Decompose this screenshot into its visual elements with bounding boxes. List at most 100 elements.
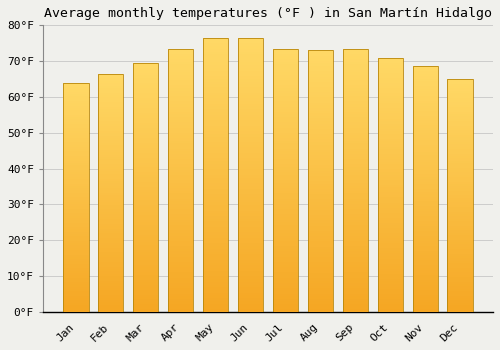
Bar (273, 175, 298, 177)
Bar (98, 157, 124, 160)
Bar (342, 99, 368, 101)
Bar (448, 202, 472, 205)
Bar (378, 57, 403, 60)
Bar (412, 297, 438, 300)
Bar (273, 80, 298, 83)
Bar (412, 91, 438, 93)
Bar (412, 189, 438, 192)
Bar (134, 138, 158, 140)
Bar (308, 53, 333, 56)
Bar (203, 186, 228, 189)
Bar (308, 278, 333, 281)
Bar (378, 136, 403, 139)
Bar (134, 300, 158, 302)
Bar (238, 194, 263, 197)
Bar (98, 133, 124, 135)
Bar (412, 229, 438, 231)
Bar (168, 201, 194, 204)
Bar (203, 189, 228, 191)
Bar (378, 225, 403, 228)
Bar (238, 290, 263, 293)
Bar (238, 79, 263, 82)
Bar (98, 74, 124, 76)
Bar (134, 182, 158, 185)
Bar (308, 100, 333, 103)
Bar (342, 51, 368, 54)
Bar (308, 223, 333, 226)
Bar (378, 200, 403, 203)
Bar (168, 93, 194, 96)
Bar (412, 204, 438, 206)
Bar (98, 167, 124, 169)
Bar (203, 63, 228, 65)
Bar (238, 260, 263, 262)
Bar (378, 215, 403, 218)
Bar (98, 193, 124, 195)
Bar (168, 191, 194, 194)
Bar (134, 78, 158, 80)
Bar (168, 78, 194, 80)
Bar (238, 254, 263, 257)
Bar (378, 274, 403, 276)
Bar (168, 307, 194, 309)
Bar (64, 259, 88, 261)
Bar (308, 207, 333, 210)
Bar (273, 291, 298, 294)
Bar (168, 51, 194, 54)
Bar (64, 216, 88, 218)
Bar (342, 267, 368, 270)
Bar (134, 173, 158, 175)
Bar (203, 279, 228, 282)
Bar (448, 244, 472, 247)
Bar (64, 106, 88, 108)
Bar (273, 294, 298, 296)
Bar (378, 139, 403, 141)
Bar (448, 84, 472, 86)
Bar (273, 299, 298, 301)
Bar (238, 109, 263, 112)
Bar (168, 183, 194, 186)
Bar (64, 126, 88, 128)
Bar (134, 200, 158, 202)
Bar (308, 137, 333, 139)
Bar (448, 235, 472, 237)
Bar (342, 262, 368, 265)
Bar (273, 220, 298, 222)
Bar (412, 89, 438, 91)
Bar (308, 212, 333, 215)
Bar (238, 169, 263, 172)
Bar (308, 163, 333, 166)
Bar (203, 191, 228, 194)
Bar (412, 221, 438, 224)
Bar (412, 241, 438, 243)
Bar (448, 214, 472, 216)
Bar (64, 147, 88, 149)
Bar (412, 226, 438, 229)
Bar (342, 307, 368, 309)
Bar (168, 212, 194, 215)
Bar (412, 96, 438, 98)
Bar (134, 142, 158, 145)
Bar (448, 298, 472, 300)
Bar (273, 188, 298, 191)
Bar (378, 93, 403, 96)
Bar (203, 183, 228, 186)
Bar (98, 250, 124, 252)
Bar (342, 128, 368, 130)
Bar (64, 145, 88, 147)
Bar (238, 232, 263, 235)
Bar (342, 154, 368, 156)
Bar (238, 216, 263, 219)
Bar (448, 205, 472, 207)
Bar (168, 146, 194, 149)
Bar (203, 175, 228, 177)
Bar (378, 147, 403, 149)
Bar (412, 246, 438, 248)
Bar (273, 135, 298, 138)
Bar (64, 197, 88, 199)
Bar (203, 136, 228, 139)
Bar (134, 207, 158, 210)
Bar (203, 126, 228, 128)
Bar (98, 88, 124, 90)
Bar (448, 209, 472, 212)
